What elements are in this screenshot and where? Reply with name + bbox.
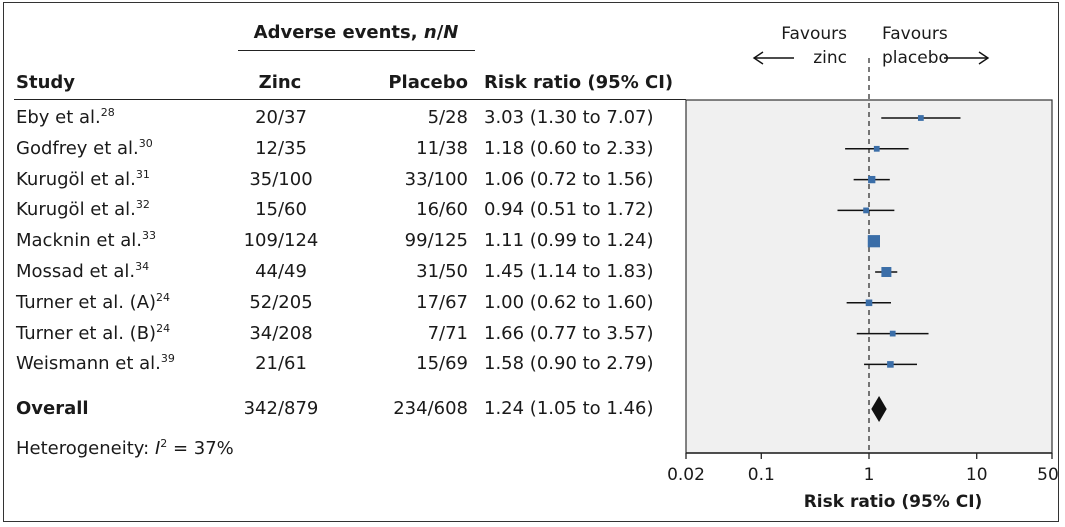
risk-ratio-text: 1.11 (0.99 to 1.24) <box>484 230 654 252</box>
study-name: Turner et al. (B)24 <box>16 323 170 345</box>
placebo-events: 33/100 <box>404 168 468 190</box>
point-estimate-marker <box>865 299 873 307</box>
study-label: Turner et al. (B) <box>16 322 157 344</box>
study-ref: 24 <box>156 290 171 304</box>
study-ref: 33 <box>142 229 157 243</box>
placebo-events: 234/608 <box>393 398 468 419</box>
study-name: Eby et al.28 <box>16 107 115 129</box>
risk-ratio-text: 3.03 (1.30 to 7.07) <box>484 107 654 128</box>
study-name: Macknin et al.33 <box>16 230 156 252</box>
arrow-left-icon <box>752 51 764 65</box>
study-label: Eby et al. <box>16 107 101 128</box>
point-estimate-marker <box>889 330 896 337</box>
x-tick-label: 0.1 <box>748 465 775 485</box>
zinc-events: 109/124 <box>243 230 319 252</box>
placebo-events: 15/69 <box>416 353 468 375</box>
x-tick-label: 0.02 <box>667 465 705 485</box>
x-axis-label: Risk ratio (95% CI) <box>804 492 983 512</box>
point-estimate-marker <box>917 115 924 121</box>
study-name: Kurugöl et al.31 <box>16 169 150 191</box>
group-header: Adverse events, n/N <box>253 22 459 43</box>
study-name: Weismann et al.39 <box>16 353 175 375</box>
point-estimate-marker <box>881 267 892 277</box>
figure-frame <box>3 2 1059 522</box>
risk-ratio-text: 1.18 (0.60 to 2.33) <box>484 137 654 159</box>
risk-ratio-text: 1.00 (0.62 to 1.60) <box>484 291 654 313</box>
point-estimate-marker <box>868 175 876 184</box>
risk-ratio-text: 1.45 (1.14 to 1.83) <box>484 261 654 282</box>
study-name: Kurugöl et al.32 <box>16 199 150 221</box>
zinc-events: 342/879 <box>243 398 319 419</box>
risk-ratio-text: 1.58 (0.90 to 2.79) <box>484 353 654 375</box>
zinc-events: 34/208 <box>249 322 313 344</box>
study-ref: 28 <box>100 106 115 119</box>
zinc-events: 12/35 <box>255 137 307 159</box>
study-label: Kurugöl et al. <box>16 168 136 190</box>
plot-marks <box>837 58 961 453</box>
x-axis: 0.02 0.1 1 10 50 <box>667 452 1059 485</box>
risk-ratio-text: 0.94 (0.51 to 1.72) <box>484 199 654 221</box>
study-label: Macknin et al. <box>16 230 143 252</box>
study-ref: 31 <box>135 167 150 181</box>
group-header-rule <box>238 50 475 51</box>
study-name: Godfrey et al.30 <box>16 138 153 160</box>
study-ref: 34 <box>135 260 150 273</box>
placebo-events: 17/67 <box>416 291 468 313</box>
study-name: Mossad et al.34 <box>16 261 149 283</box>
risk-ratio-text: 1.06 (0.72 to 1.56) <box>484 168 654 190</box>
zinc-events: 20/37 <box>255 107 307 128</box>
study-ref: 39 <box>160 352 175 366</box>
placebo-events: 16/60 <box>416 199 468 221</box>
study-name: Turner et al. (A)24 <box>16 292 170 314</box>
risk-ratio-text: 1.66 (0.77 to 3.57) <box>484 322 654 344</box>
favours-placebo-line1: Favours <box>882 24 948 44</box>
zinc-events: 35/100 <box>249 168 313 190</box>
point-estimate-marker <box>873 145 880 152</box>
x-tick-label: 1 <box>864 465 875 485</box>
zinc-events: 52/205 <box>249 291 313 313</box>
overall-diamond <box>871 396 887 422</box>
col-zinc-header: Zinc <box>258 72 302 93</box>
placebo-events: 99/125 <box>404 230 468 252</box>
zinc-events: 15/60 <box>255 199 307 221</box>
favours-zinc-line2: zinc <box>813 48 847 68</box>
study-ref: 32 <box>135 198 150 212</box>
favours-zinc-line1: Favours <box>781 24 847 44</box>
favours-labels: Favours zinc Favours placebo <box>752 24 990 68</box>
point-estimate-marker <box>887 361 894 368</box>
favours-placebo-line2: placebo <box>882 48 949 68</box>
placebo-events: 5/28 <box>427 107 468 128</box>
overall-label: Overall <box>16 398 89 419</box>
point-estimate-marker <box>863 207 869 214</box>
point-estimate-marker <box>867 235 880 248</box>
study-label: Kurugöl et al. <box>16 199 136 221</box>
placebo-events: 7/71 <box>427 322 468 344</box>
col-study-header: Study <box>16 72 76 93</box>
zinc-events: 21/61 <box>255 353 307 375</box>
study-label: Mossad et al. <box>16 261 136 282</box>
col-rr-header: Risk ratio (95% CI) <box>484 72 674 93</box>
x-tick-label: 50 <box>1037 465 1059 485</box>
x-tick-label: 10 <box>966 465 988 485</box>
zinc-events: 44/49 <box>255 261 307 282</box>
col-placebo-header: Placebo <box>388 72 468 93</box>
study-label: Turner et al. (A) <box>16 291 157 313</box>
placebo-events: 11/38 <box>416 137 468 159</box>
header-rule <box>14 99 686 100</box>
risk-ratio-text: 1.24 (1.05 to 1.46) <box>484 398 654 419</box>
study-ref: 30 <box>138 136 153 150</box>
placebo-events: 31/50 <box>416 261 468 282</box>
study-label: Godfrey et al. <box>16 137 139 159</box>
study-label: Weismann et al. <box>16 353 161 375</box>
study-ref: 24 <box>156 321 171 335</box>
arrow-right-icon <box>978 51 990 65</box>
heterogeneity-text: Heterogeneity: I2 = 37% <box>16 437 234 459</box>
